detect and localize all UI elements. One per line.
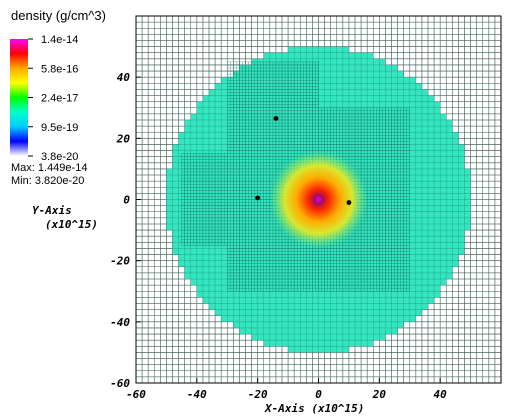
density-core — [315, 196, 322, 203]
y-tick-label: 0 — [123, 194, 130, 207]
x-tick-label: -20 — [248, 388, 268, 401]
y-axis-unit-label: (x10^15) — [45, 218, 98, 231]
colorbar-tick-label: 5.8e-16 — [41, 63, 78, 75]
colorbar-ticks: 1.4e-14 5.8e-16 2.4e-17 9.5e-19 3.8e-20 — [28, 34, 78, 163]
y-tick-label: -20 — [110, 255, 130, 268]
y-tick-label: -40 — [110, 316, 130, 329]
x-tick-label: 20 — [372, 388, 387, 401]
plot-area — [135, 15, 502, 384]
y-tick-label: -60 — [110, 377, 130, 390]
colorbar-variable-label: density (g/cm^3) — [11, 8, 106, 23]
max-value-label: Max: 1.449e-14 — [11, 162, 87, 174]
x-tick-label: 40 — [434, 388, 448, 401]
y-tick-label: 40 — [117, 71, 131, 84]
axes: -60 -40 -20 0 20 40 40 20 0 -20 -40 -60 — [110, 71, 447, 401]
particle-point — [346, 200, 352, 205]
particle-points — [255, 116, 352, 205]
min-value-label: Min: 3.820e-20 — [11, 175, 84, 187]
x-tick-label: -40 — [187, 388, 207, 401]
y-axis-label: Y-Axis — [32, 204, 72, 217]
particle-point — [273, 116, 279, 121]
colorbar-tick-label: 1.4e-14 — [41, 34, 78, 46]
particle-point — [255, 195, 261, 201]
x-axis-label: X-Axis (x10^15) — [264, 402, 364, 415]
colorbar — [10, 39, 28, 156]
colorbar-tick-label: 3.8e-20 — [41, 151, 78, 163]
colorbar-tick-label: 2.4e-17 — [41, 93, 78, 105]
colorbar-tick-label: 9.5e-19 — [41, 122, 78, 134]
y-tick-label: 20 — [116, 132, 131, 145]
x-tick-label: -60 — [126, 388, 146, 401]
x-tick-label: 0 — [315, 388, 322, 401]
